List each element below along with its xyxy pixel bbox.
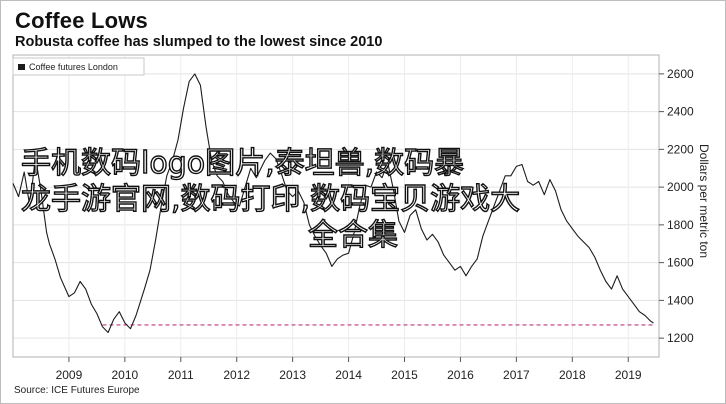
plot-area-border (12, 54, 660, 358)
x-tick-label: 2018 (559, 368, 586, 382)
series-line (12, 73, 654, 334)
y-tick-label: 1600 (667, 256, 694, 270)
legend-label: Coffee futures London (29, 62, 118, 72)
chart-source: Source: ICE Futures Europe (14, 385, 140, 396)
x-tick-label: 2014 (335, 368, 362, 382)
y-axis-title: Dollars per metric ton (697, 144, 711, 258)
x-tick-label: 2016 (447, 368, 474, 382)
y-tick-label: 2200 (667, 142, 694, 156)
y-tick-label: 2000 (667, 180, 694, 194)
x-tick-label: 2013 (279, 368, 306, 382)
x-tick-label: 2017 (503, 368, 530, 382)
y-tick-label: 1200 (667, 331, 694, 345)
x-tick-label: 2015 (391, 368, 418, 382)
chart-title: Coffee Lows (15, 8, 148, 33)
gridlines (13, 55, 659, 357)
legend: Coffee futures London (12, 57, 145, 76)
legend-box (12, 57, 145, 76)
legend-swatch (18, 64, 25, 70)
x-axis: 2009 2010 2011 2012 2013 2014 2015 2016 2017 2018… (56, 357, 642, 382)
x-tick-label: 2012 (223, 368, 250, 382)
series-layer (12, 73, 654, 334)
y-tick-label: 2400 (667, 105, 694, 119)
y-tick-label: 2600 (667, 67, 694, 81)
x-tick-label: 2019 (615, 368, 642, 382)
chart-subtitle: Robusta coffee has slumped to the lowest… (15, 34, 383, 50)
y-tick-label: 1400 (667, 293, 694, 307)
y-axis: 1200 1400 1600 1800 2000 2200 2400 2600 (659, 67, 694, 345)
x-tick-label: 2011 (168, 368, 194, 382)
x-tick-label: 2009 (56, 368, 83, 382)
x-tick-label: 2010 (112, 368, 139, 382)
y-tick-label: 1800 (667, 218, 694, 232)
